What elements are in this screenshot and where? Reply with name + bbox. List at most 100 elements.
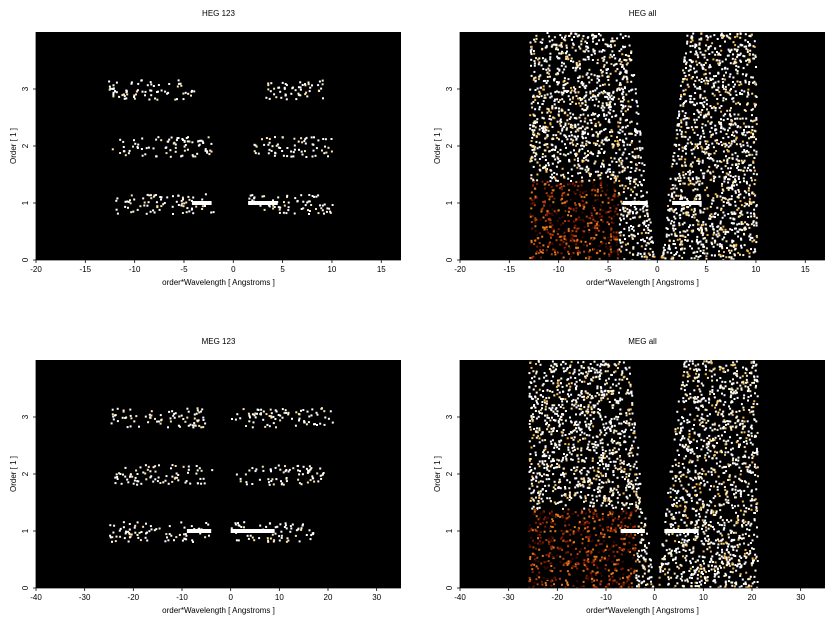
heatmap-cell: [672, 155, 675, 158]
heatmap-cell: [617, 125, 620, 128]
heatmap-cell: [696, 134, 699, 136]
heatmap-cell: [753, 157, 756, 159]
heatmap-cell: [630, 233, 633, 236]
heatmap-cell: [596, 75, 599, 78]
heatmap-cell: [574, 202, 576, 205]
heatmap-cell: [587, 256, 590, 259]
heatmap-cell: [635, 193, 638, 196]
heatmap-cell: [619, 63, 622, 66]
heatmap-cell: [624, 126, 627, 129]
heatmap-cell: [538, 242, 541, 244]
heatmap-cell: [301, 84, 304, 86]
heatmap-cell: [546, 79, 549, 82]
heatmap-cell: [632, 229, 635, 232]
heatmap-cell: [583, 190, 586, 193]
heatmap-cell: [678, 222, 681, 225]
heatmap-cell: [676, 117, 679, 120]
heatmap-cell: [546, 553, 549, 556]
heatmap-cell: [671, 184, 674, 187]
heatmap-cell: [563, 112, 566, 115]
heatmap-cell: [603, 90, 605, 93]
heatmap-cell: [706, 437, 709, 440]
heatmap-cell: [563, 62, 565, 65]
heatmap-cell: [594, 125, 597, 128]
heatmap-cell: [320, 477, 323, 480]
heatmap-cell: [626, 54, 629, 57]
heatmap-cell: [592, 153, 595, 156]
heatmap-cell: [584, 104, 587, 106]
heatmap-cell: [533, 147, 536, 150]
heatmap-cell: [543, 204, 546, 207]
heatmap-cell: [557, 420, 560, 423]
heatmap-cell: [721, 434, 723, 437]
heatmap-cell: [617, 158, 620, 161]
heatmap-cell: [716, 102, 719, 105]
heatmap-cell: [734, 181, 737, 184]
heatmap-cell: [688, 74, 691, 77]
heatmap-cell: [578, 216, 581, 219]
heatmap-cell: [624, 110, 627, 113]
heatmap-cell: [630, 80, 633, 83]
heatmap-cell: [240, 526, 243, 528]
heatmap-cell: [571, 141, 574, 144]
heatmap-cell: [576, 491, 579, 494]
heatmap-cell: [713, 177, 716, 180]
heatmap-cell: [724, 401, 727, 404]
heatmap-cell: [713, 231, 716, 234]
heatmap-cell: [736, 117, 739, 120]
heatmap-cell: [600, 240, 603, 243]
heatmap-cell: [742, 380, 745, 383]
heatmap-cell: [707, 448, 710, 451]
heatmap-cell: [176, 137, 179, 140]
heatmap-cell: [272, 207, 275, 210]
heatmap-cell: [620, 469, 623, 472]
heatmap-cell: [590, 173, 592, 176]
heatmap-cell: [635, 111, 638, 114]
heatmap-cell: [545, 374, 548, 377]
heatmap-cell: [564, 154, 567, 157]
heatmap-cell: [632, 247, 635, 250]
heatmap-cell: [609, 96, 612, 99]
heatmap-cell: [533, 256, 536, 259]
heatmap-cell: [594, 144, 597, 146]
heatmap-cell: [609, 177, 612, 180]
heatmap-cell: [703, 245, 706, 248]
heatmap-cell: [547, 516, 550, 519]
heatmap-cell: [541, 48, 544, 51]
heatmap-cell: [237, 522, 239, 525]
heatmap-cell: [566, 55, 569, 58]
heatmap-cell: [682, 235, 685, 238]
heatmap-cell: [686, 198, 689, 201]
heatmap-cell: [208, 534, 210, 537]
heatmap-cell: [574, 125, 577, 128]
heatmap-cell: [628, 90, 631, 93]
heatmap-cell: [540, 251, 543, 253]
heatmap-cell: [708, 157, 711, 160]
heatmap-cell: [319, 204, 321, 207]
heatmap-cell: [743, 196, 746, 199]
y-tick-label: 2: [445, 143, 454, 148]
heatmap-cell: [559, 122, 562, 125]
heatmap-cell: [270, 470, 272, 473]
heatmap-cell: [734, 36, 736, 39]
heatmap-cell: [750, 223, 753, 226]
heatmap-cell: [568, 53, 571, 56]
heatmap-cell: [557, 57, 560, 59]
heatmap-cell: [204, 148, 207, 151]
heatmap-cell: [646, 205, 649, 208]
heatmap-cell: [550, 118, 553, 121]
heatmap-cell: [581, 159, 584, 162]
heatmap-cell: [582, 361, 585, 364]
heatmap-cell: [695, 195, 698, 198]
heatmap-cell: [721, 192, 724, 194]
heatmap-cell: [313, 136, 315, 139]
heatmap-cell: [576, 128, 579, 131]
heatmap-cell: [615, 79, 618, 82]
heatmap-cell: [747, 88, 750, 91]
heatmap-cell: [686, 117, 689, 120]
heatmap-cell: [714, 240, 717, 243]
heatmap-cell: [560, 91, 563, 94]
heatmap-cell: [735, 64, 738, 67]
heatmap-cell: [204, 205, 206, 207]
heatmap-cell: [167, 140, 170, 143]
